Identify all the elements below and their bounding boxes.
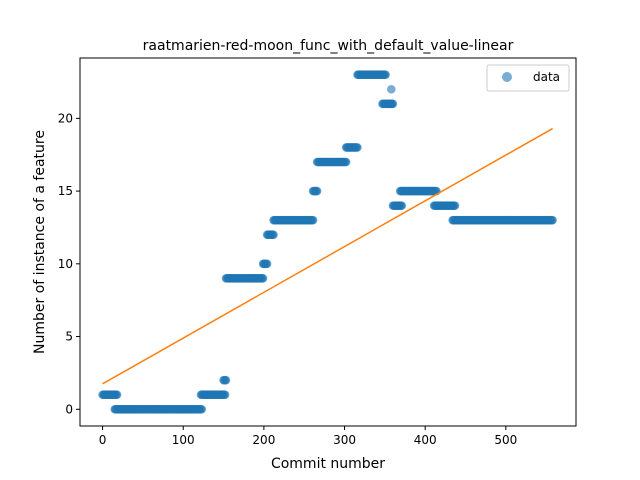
plot-area <box>98 70 557 413</box>
x-tick-label: 200 <box>252 433 275 447</box>
y-axis: 0 5 10 15 20 <box>58 111 80 416</box>
axes-frame <box>80 58 576 426</box>
y-tick-label: 0 <box>65 402 73 416</box>
legend-marker <box>502 72 512 82</box>
x-axis-title: Commit number <box>271 456 385 472</box>
data-point <box>398 201 407 210</box>
legend: data <box>487 65 569 91</box>
data-point <box>259 274 268 283</box>
data-point <box>342 158 351 167</box>
data-point <box>309 216 318 225</box>
y-tick-label: 15 <box>58 184 73 198</box>
data-point <box>269 230 278 239</box>
data-point <box>389 100 398 109</box>
data-point <box>222 376 231 385</box>
x-tick-label: 500 <box>494 433 517 447</box>
trend-line <box>103 129 553 384</box>
legend-label: data <box>533 70 560 84</box>
data-point <box>197 405 206 414</box>
x-tick-label: 100 <box>172 433 195 447</box>
data-point <box>353 143 362 152</box>
data-point <box>381 70 390 79</box>
x-tick-label: 300 <box>333 433 356 447</box>
x-axis: 0 100 200 300 400 500 <box>99 426 518 447</box>
y-axis-title: Number of instance of a feature <box>32 130 48 354</box>
y-tick-label: 5 <box>65 330 73 344</box>
y-tick-label: 20 <box>58 111 73 125</box>
data-point <box>221 390 230 399</box>
data-point <box>263 260 272 269</box>
x-tick-label: 0 <box>99 433 107 447</box>
y-tick-label: 10 <box>58 257 73 271</box>
x-tick-label: 400 <box>414 433 437 447</box>
data-point <box>548 216 557 225</box>
data-point <box>387 85 396 94</box>
data-point <box>113 390 122 399</box>
chart-title: raatmarien-red-moon_func_with_default_va… <box>143 38 514 54</box>
data-point <box>313 187 322 196</box>
data-point <box>451 201 460 210</box>
